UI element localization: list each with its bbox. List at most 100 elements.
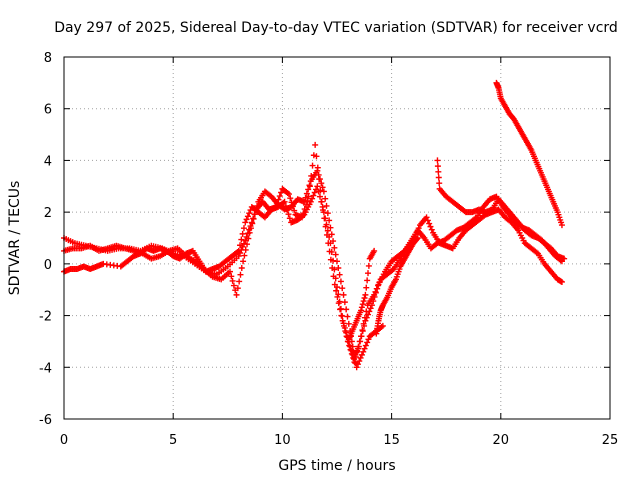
x-tick-label: 5	[169, 433, 177, 448]
data-point-fill	[365, 311, 372, 318]
data-point-fill	[339, 313, 346, 320]
data-point	[285, 191, 292, 198]
data-point-fill	[367, 305, 374, 312]
x-tick-label: 0	[60, 433, 68, 448]
data-point-fill	[339, 285, 346, 292]
data-point-fill	[361, 345, 368, 352]
data-point-fill	[249, 220, 256, 227]
data-point-fill	[360, 298, 367, 305]
x-tick-label: 20	[493, 433, 510, 448]
data-point-fill	[313, 153, 320, 160]
data-point	[340, 320, 347, 327]
data-point	[414, 235, 421, 241]
data-point-fill	[247, 225, 254, 232]
data-point	[301, 198, 308, 205]
data-point-fill	[365, 336, 372, 343]
data-point	[434, 157, 441, 164]
data-point-fill	[332, 275, 339, 282]
data-point-fill	[237, 271, 244, 278]
data-point-fill	[251, 211, 258, 218]
data-point-fill	[315, 188, 322, 195]
data-point-fill	[240, 225, 247, 232]
data-point-fill	[237, 242, 244, 249]
data-point-fill	[359, 301, 366, 308]
data-point-fill	[330, 257, 337, 264]
data-point-fill	[373, 285, 380, 292]
data-point-fill	[356, 358, 363, 365]
data-point-fill	[229, 277, 236, 284]
data-point-fill	[328, 248, 335, 255]
data-point	[371, 247, 378, 254]
data-point-fill	[241, 252, 248, 259]
data-point-fill	[427, 223, 434, 230]
data-point	[327, 240, 334, 247]
data-point-fill	[360, 320, 367, 327]
data-point	[305, 193, 312, 200]
data-point-fill	[324, 210, 331, 217]
data-point	[242, 219, 249, 226]
data-point-fill	[322, 215, 329, 222]
data-point-fill	[275, 196, 282, 203]
series-track-5	[373, 235, 421, 337]
data-point-fill	[243, 216, 250, 223]
data-point-fill	[335, 291, 342, 298]
data-point-fill	[331, 266, 338, 273]
data-point-fill	[326, 217, 333, 224]
data-point-fill	[375, 282, 382, 289]
data-marks	[61, 79, 568, 371]
data-point-fill	[333, 287, 340, 294]
data-point-fill	[322, 195, 329, 202]
data-point-fill	[337, 305, 344, 312]
data-point-fill	[323, 202, 330, 209]
data-point	[360, 348, 367, 355]
data-point-fill	[244, 241, 251, 248]
y-tick-label: 4	[44, 154, 52, 169]
y-tick-label: 0	[44, 258, 52, 273]
data-point-fill	[228, 273, 235, 280]
data-point-fill	[335, 264, 342, 271]
data-point-fill	[348, 347, 355, 354]
data-point-fill	[291, 207, 298, 214]
data-point-fill	[363, 308, 370, 315]
x-axis-label: GPS time / hours	[278, 458, 395, 474]
axis-ticks	[63, 56, 611, 420]
data-point-fill	[308, 172, 315, 179]
data-point-fill	[413, 231, 420, 238]
data-point	[235, 253, 242, 260]
data-point-fill	[303, 190, 310, 197]
data-point	[334, 284, 340, 291]
data-point	[281, 198, 288, 205]
data-point	[353, 364, 360, 371]
data-point-fill	[364, 339, 371, 346]
data-point-fill	[332, 251, 339, 258]
data-point	[371, 291, 378, 298]
chart-title: Day 297 of 2025, Sidereal Day-to-day VTE…	[54, 20, 618, 36]
data-point-fill	[435, 174, 442, 181]
data-point-fill	[363, 284, 370, 291]
data-point	[242, 237, 249, 244]
data-point-fill	[319, 203, 326, 210]
data-point-fill	[413, 236, 420, 243]
data-point-fill	[357, 354, 364, 361]
data-point-fill	[238, 236, 245, 243]
data-point-fill	[319, 184, 326, 191]
data-point-fill	[285, 211, 292, 218]
data-point-fill	[310, 192, 317, 199]
y-tick-label: 8	[44, 51, 52, 66]
data-point-fill	[376, 279, 383, 286]
data-point-fill	[239, 230, 246, 237]
data-point-fill	[343, 329, 350, 336]
data-point	[240, 258, 247, 265]
data-point-fill	[288, 199, 295, 206]
data-point-fill	[426, 220, 433, 227]
data-point	[379, 322, 386, 329]
data-point-fill	[365, 262, 372, 269]
data-point-fill	[356, 338, 363, 345]
data-point	[233, 291, 240, 298]
data-point	[340, 291, 347, 298]
data-point-fill	[359, 327, 366, 334]
data-point-fill	[302, 194, 309, 201]
x-tick-label: 25	[602, 433, 619, 448]
series-track-4	[344, 247, 378, 345]
series-track-3	[61, 183, 386, 371]
